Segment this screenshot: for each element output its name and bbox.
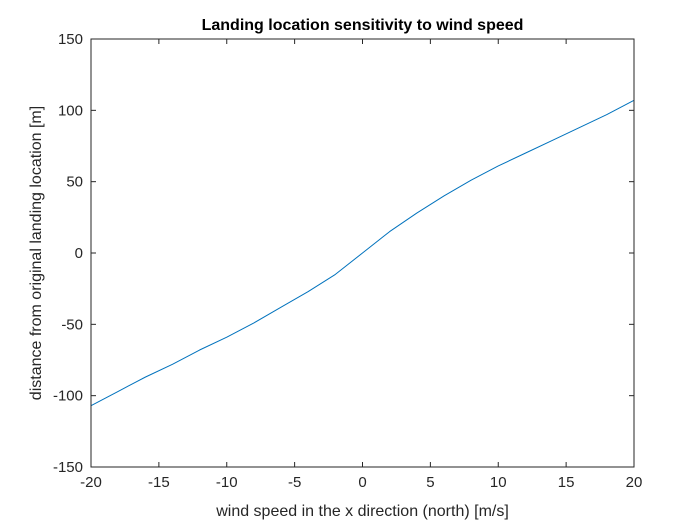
y-tick-label: 50 [66,174,83,191]
y-tick-label: -100 [53,388,83,405]
x-tick-label: -5 [288,474,301,491]
y-tick-label: -50 [61,316,83,333]
x-axis-label: wind speed in the x direction (north) [m… [215,503,509,520]
y-tick-label: 100 [58,102,83,119]
y-tick-label: 0 [75,245,83,262]
x-tick-label: -20 [80,474,102,491]
y-axis-label: distance from original landing location … [28,106,45,400]
x-tick-label: 20 [626,474,643,491]
y-tick-label: 150 [58,31,83,48]
series-line [90,99,635,407]
x-tick-labels: -20 -15 -10 -5 0 5 10 15 20 [80,474,642,491]
x-tick-label: -15 [148,474,170,491]
x-tick-label: 0 [358,474,366,491]
chart-title: Landing location sensitivity to wind spe… [202,17,524,34]
x-tick-label: 5 [426,474,434,491]
y-tick-label: -150 [53,459,83,476]
y-tick-labels: -150 -100 -50 0 50 100 150 [53,31,83,476]
axes-box [90,38,635,468]
x-tick-label: -10 [216,474,238,491]
series-layer [90,99,635,407]
x-tick-label: 15 [558,474,575,491]
x-tick-label: 10 [490,474,507,491]
